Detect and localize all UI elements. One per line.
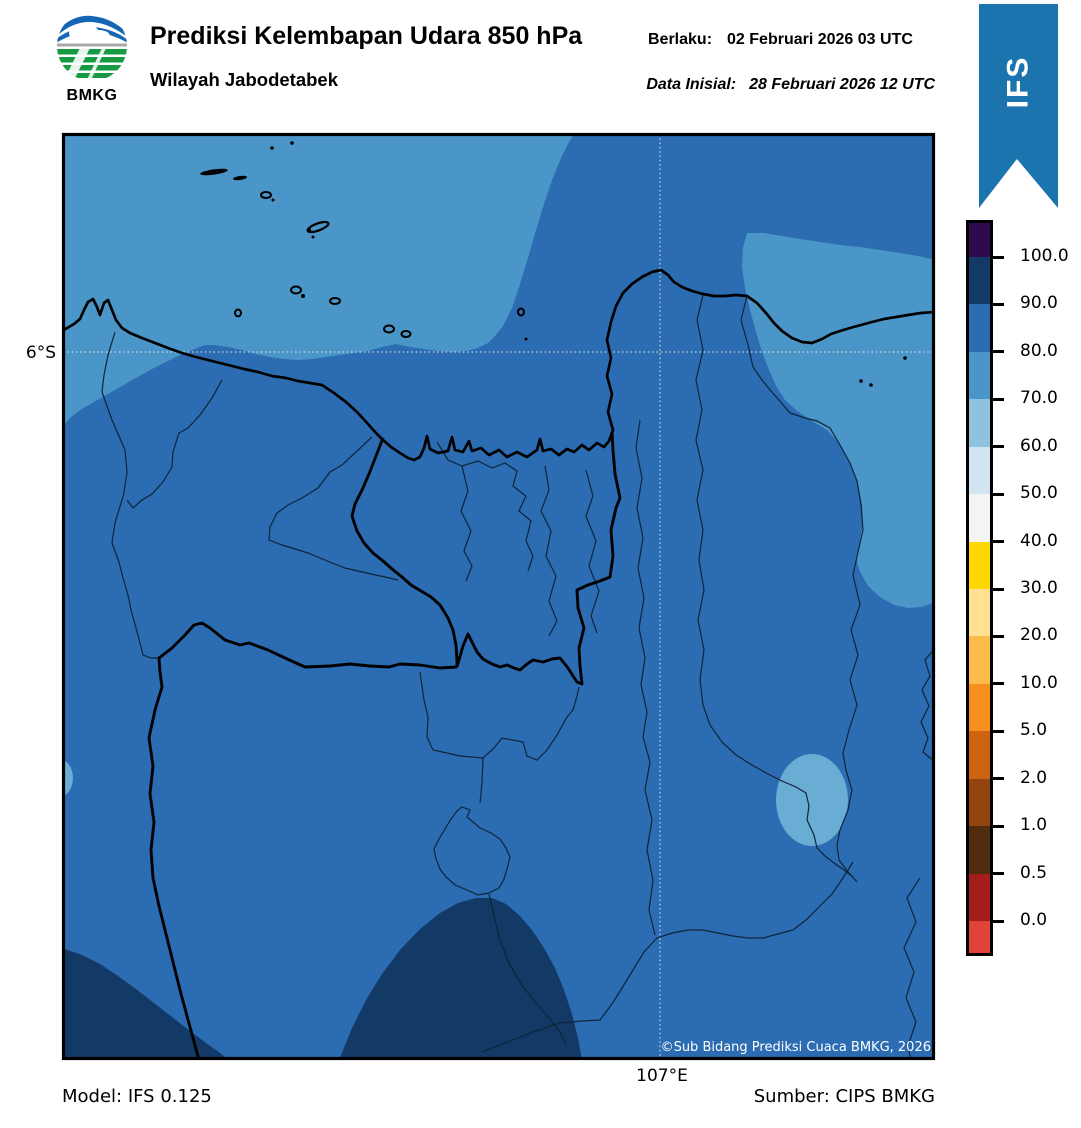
latitude-label: 6°S — [25, 343, 56, 363]
colorbar-tick-label: 0.0 — [1020, 910, 1048, 931]
colorbar-tick-mark — [990, 350, 1004, 354]
colorbar-tick-mark — [990, 587, 1004, 591]
colorbar-segment — [969, 399, 990, 447]
page-subtitle: Wilayah Jabodetabek — [150, 69, 338, 90]
colorbar-tick-label: 60.0 — [1020, 435, 1058, 456]
colorbar-segment — [969, 446, 990, 495]
colorbar-tick-label: 100.0 — [1020, 246, 1069, 266]
colorbar-segment — [969, 636, 990, 684]
colorbar-tick-mark — [990, 872, 1004, 876]
humidity-spot-east — [776, 754, 848, 846]
bmkg-logo-text: BMKG — [66, 87, 118, 104]
valid-time-label: Berlaku: — [648, 31, 713, 48]
map-copyright: ©Sub Bidang Prediksi Cuaca BMKG, 2026 — [661, 1040, 931, 1055]
colorbar-tick-mark — [990, 824, 1004, 828]
colorbar-tick-mark — [990, 634, 1004, 638]
longitude-label: 107°E — [636, 1066, 688, 1086]
model-label: Model: IFS 0.125 — [62, 1086, 212, 1107]
bmkg-logo-icon — [57, 11, 127, 81]
colorbar-tick-mark — [990, 445, 1004, 449]
colorbar-segment — [969, 589, 990, 637]
colorbar-segment — [969, 826, 990, 874]
colorbar-tick-mark — [990, 397, 1004, 401]
district-boundaries — [101, 294, 934, 1059]
init-time-row: Data Inisial: 28 Februari 2026 12 UTC — [500, 76, 935, 94]
colorbar-segment — [969, 494, 990, 542]
humidity-spot-west — [63, 759, 73, 797]
page-title: Prediksi Kelembapan Udara 850 hPa — [150, 22, 583, 50]
graticule — [63, 134, 934, 1059]
colorbar-tick-label: 1.0 — [1020, 815, 1048, 836]
colorbar-tick-label: 10.0 — [1020, 672, 1058, 693]
logo-green-stripes — [57, 48, 127, 81]
map-border — [61, 132, 936, 1061]
colorbar-tick-mark — [990, 777, 1004, 781]
humidity-fill-70-80-east — [742, 233, 934, 608]
init-time-value: 28 Februari 2026 12 UTC — [749, 76, 935, 93]
islands — [200, 141, 907, 387]
colorbar-tick-label: 50.0 — [1020, 483, 1058, 504]
init-time-label: Data Inisial: — [646, 76, 737, 93]
colorbar-tick-mark — [990, 255, 1004, 259]
bmkg-logo: BMKG — [54, 8, 130, 105]
colorbar-tick-mark — [990, 919, 1004, 923]
colorbar-tick-mark — [990, 729, 1004, 733]
colorbar-tick-label: 0.5 — [1020, 862, 1048, 883]
colorbar-segment — [969, 921, 990, 954]
colorbar-tick-mark — [990, 540, 1004, 544]
colorbar-tick-mark — [990, 302, 1004, 306]
colorbar-tick-label: 30.0 — [1020, 578, 1058, 598]
colorbar-segment — [969, 223, 990, 257]
humidity-fill-90-100-sw — [63, 948, 228, 1059]
colorbar-tick-label: 80.0 — [1020, 340, 1058, 361]
colorbar-segment — [969, 778, 990, 827]
valid-time-value: 02 Februari 2026 03 UTC — [727, 31, 913, 48]
source-label: Sumber: CIPS BMKG — [753, 1086, 935, 1107]
colorbar-segment — [969, 304, 990, 352]
colorbar-segment — [969, 683, 990, 732]
colorbar-tick-label: 40.0 — [1020, 530, 1058, 551]
colorbar-segment — [969, 873, 990, 921]
colorbar-tick-label: 5.0 — [1020, 720, 1048, 741]
colorbar-segment — [969, 541, 990, 589]
colorbar-tick-label: 70.0 — [1020, 388, 1058, 409]
colorbar-segment — [969, 351, 990, 400]
colorbar — [966, 220, 993, 956]
colorbar-segment — [969, 257, 990, 305]
humidity-fill-70-80-sea — [63, 134, 575, 426]
humidity-fill-90-100-south — [339, 898, 582, 1059]
colorbar-segment — [969, 731, 990, 779]
coastline — [63, 268, 934, 462]
colorbar-tick-label: 90.0 — [1020, 293, 1058, 314]
valid-time-row: Berlaku: 02 Februari 2026 03 UTC — [648, 31, 913, 49]
colorbar-tick-mark — [990, 492, 1004, 496]
region-boundaries — [147, 431, 622, 1059]
colorbar-tick-label: 2.0 — [1020, 767, 1048, 788]
colorbar-tick-mark — [990, 682, 1004, 686]
colorbar-tick-label: 20.0 — [1020, 625, 1058, 646]
